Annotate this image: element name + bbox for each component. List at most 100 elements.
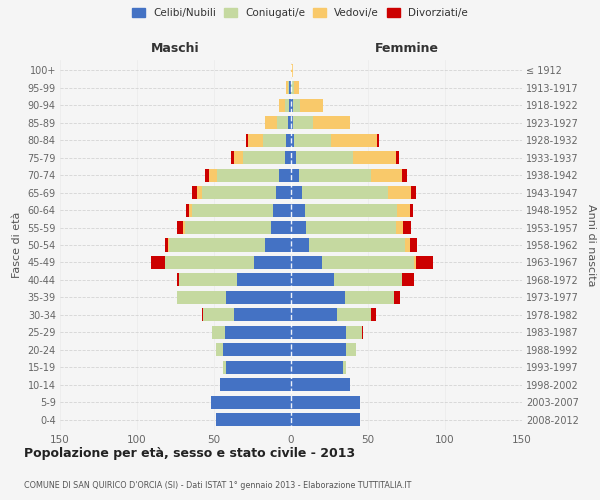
Bar <box>291 151 296 164</box>
Bar <box>215 343 223 356</box>
Y-axis label: Anni di nascita: Anni di nascita <box>586 204 596 286</box>
Bar <box>169 238 265 252</box>
Bar <box>278 168 291 181</box>
Bar <box>293 116 313 130</box>
Bar <box>291 64 293 77</box>
Bar <box>371 168 402 181</box>
Bar <box>291 256 322 269</box>
Bar <box>331 134 377 147</box>
Bar <box>305 204 397 216</box>
Bar <box>212 326 225 339</box>
Bar <box>396 151 399 164</box>
Bar <box>231 151 234 164</box>
Bar <box>177 274 179 286</box>
Bar <box>202 308 203 322</box>
Bar <box>205 168 209 181</box>
Bar <box>343 360 346 374</box>
Bar <box>291 82 294 94</box>
Bar <box>291 360 343 374</box>
Bar <box>402 168 407 181</box>
Bar <box>291 413 360 426</box>
Bar <box>353 151 396 164</box>
Bar <box>322 256 414 269</box>
Bar <box>151 256 165 269</box>
Bar <box>291 343 346 356</box>
Bar <box>296 151 353 164</box>
Bar <box>217 168 278 181</box>
Bar <box>371 308 376 322</box>
Bar <box>286 134 291 147</box>
Bar <box>193 204 272 216</box>
Bar <box>243 151 285 164</box>
Bar <box>277 116 288 130</box>
Bar <box>254 256 291 269</box>
Bar <box>248 134 263 147</box>
Bar <box>362 326 364 339</box>
Bar <box>211 396 291 408</box>
Bar <box>397 204 410 216</box>
Bar <box>313 116 350 130</box>
Bar <box>288 82 289 94</box>
Bar <box>226 291 291 304</box>
Bar <box>291 238 310 252</box>
Bar <box>285 99 289 112</box>
Bar <box>377 134 379 147</box>
Text: Popolazione per età, sesso e stato civile - 2013: Popolazione per età, sesso e stato civil… <box>24 448 355 460</box>
Bar <box>346 326 362 339</box>
Bar <box>247 134 248 147</box>
Bar <box>299 168 371 181</box>
Bar <box>265 116 277 130</box>
Bar <box>234 308 291 322</box>
Bar <box>165 238 168 252</box>
Bar <box>416 256 433 269</box>
Bar <box>265 238 291 252</box>
Bar <box>291 99 293 112</box>
Bar <box>234 151 243 164</box>
Bar <box>272 204 291 216</box>
Bar <box>223 360 226 374</box>
Bar <box>202 186 275 199</box>
Bar <box>291 168 299 181</box>
Bar <box>403 221 411 234</box>
Bar <box>302 186 388 199</box>
Bar <box>263 134 286 147</box>
Text: COMUNE DI SAN QUIRICO D'ORCIA (SI) - Dati ISTAT 1° gennaio 2013 - Elaborazione T: COMUNE DI SAN QUIRICO D'ORCIA (SI) - Dat… <box>24 480 412 490</box>
Bar <box>414 256 416 269</box>
Bar <box>165 256 254 269</box>
Bar <box>288 116 291 130</box>
Bar <box>223 343 291 356</box>
Bar <box>275 186 291 199</box>
Bar <box>197 186 202 199</box>
Legend: Celibi/Nubili, Coniugati/e, Vedovi/e, Divorziati/e: Celibi/Nubili, Coniugati/e, Vedovi/e, Di… <box>132 8 468 18</box>
Bar <box>294 82 299 94</box>
Bar <box>402 274 414 286</box>
Bar <box>237 274 291 286</box>
Bar <box>310 238 405 252</box>
Bar <box>177 221 183 234</box>
Bar <box>215 413 291 426</box>
Bar <box>293 99 300 112</box>
Bar <box>286 82 288 94</box>
Bar <box>394 291 400 304</box>
Bar <box>307 221 396 234</box>
Bar <box>346 343 356 356</box>
Bar <box>410 204 413 216</box>
Bar <box>411 186 416 199</box>
Text: Maschi: Maschi <box>151 42 200 55</box>
Bar <box>291 116 293 130</box>
Bar <box>291 378 350 391</box>
Bar <box>190 204 193 216</box>
Bar <box>209 168 217 181</box>
Bar <box>405 238 410 252</box>
Bar <box>388 186 411 199</box>
Bar <box>334 274 402 286</box>
Bar <box>186 204 190 216</box>
Bar <box>226 360 291 374</box>
Bar <box>291 221 307 234</box>
Bar <box>291 326 346 339</box>
Bar <box>294 134 331 147</box>
Bar <box>289 99 291 112</box>
Bar <box>271 221 291 234</box>
Bar <box>177 291 226 304</box>
Bar <box>179 274 237 286</box>
